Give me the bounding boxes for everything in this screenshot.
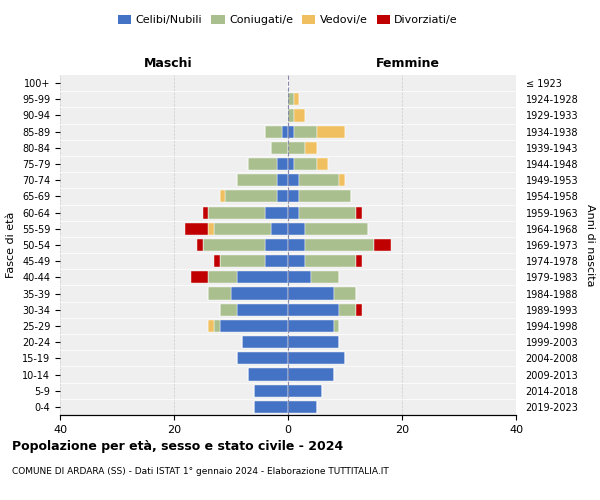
Bar (197, 239, 203, 251)
Bar (288, 142, 305, 154)
Bar (208, 206, 265, 218)
Bar (191, 272, 208, 283)
Bar (288, 174, 299, 186)
Bar (277, 158, 288, 170)
Bar (236, 272, 288, 283)
Bar (254, 384, 288, 397)
Bar (305, 255, 356, 268)
Bar (288, 158, 294, 170)
Bar (208, 272, 236, 283)
Bar (220, 320, 288, 332)
Bar (340, 174, 345, 186)
Bar (236, 352, 288, 364)
Bar (265, 239, 288, 251)
Bar (185, 222, 208, 235)
Bar (294, 158, 317, 170)
Bar (214, 255, 220, 268)
Bar (236, 304, 288, 316)
Bar (208, 222, 214, 235)
Bar (277, 174, 288, 186)
Bar (242, 336, 288, 348)
Bar (288, 239, 305, 251)
Bar (317, 126, 345, 138)
Bar (226, 190, 277, 202)
Y-axis label: Fasce di età: Fasce di età (7, 212, 16, 278)
Text: Femmine: Femmine (376, 57, 440, 70)
Bar (231, 288, 288, 300)
Bar (305, 239, 373, 251)
Bar (220, 190, 226, 202)
Bar (214, 320, 220, 332)
Bar (203, 239, 265, 251)
Bar (288, 368, 334, 380)
Legend: Celibi/Nubili, Coniugati/e, Vedovi/e, Divorziati/e: Celibi/Nubili, Coniugati/e, Vedovi/e, Di… (113, 10, 463, 30)
Bar (214, 222, 271, 235)
Bar (271, 222, 288, 235)
Bar (288, 110, 294, 122)
Bar (265, 255, 288, 268)
Bar (288, 206, 299, 218)
Bar (265, 126, 283, 138)
Bar (299, 190, 350, 202)
Bar (288, 384, 322, 397)
Bar (356, 206, 362, 218)
Bar (288, 352, 345, 364)
Bar (220, 255, 265, 268)
Bar (208, 288, 231, 300)
Bar (299, 174, 340, 186)
Bar (254, 401, 288, 413)
Text: Popolazione per età, sesso e stato civile - 2024: Popolazione per età, sesso e stato civil… (12, 440, 343, 453)
Bar (248, 368, 288, 380)
Bar (334, 288, 356, 300)
Bar (305, 222, 368, 235)
Bar (356, 255, 362, 268)
Bar (305, 142, 317, 154)
Bar (340, 304, 356, 316)
Bar (237, 174, 277, 186)
Bar (294, 93, 299, 106)
Text: COMUNE DI ARDARA (SS) - Dati ISTAT 1° gennaio 2024 - Elaborazione TUTTITALIA.IT: COMUNE DI ARDARA (SS) - Dati ISTAT 1° ge… (12, 468, 389, 476)
Bar (208, 320, 214, 332)
Bar (288, 288, 334, 300)
Bar (220, 304, 236, 316)
Bar (356, 304, 362, 316)
Bar (248, 158, 277, 170)
Bar (294, 110, 305, 122)
Bar (288, 222, 305, 235)
Bar (288, 126, 294, 138)
Bar (277, 190, 288, 202)
Bar (334, 320, 340, 332)
Bar (288, 190, 299, 202)
Bar (283, 126, 288, 138)
Bar (288, 320, 334, 332)
Bar (288, 93, 294, 106)
Y-axis label: Anni di nascita: Anni di nascita (585, 204, 595, 286)
Bar (317, 158, 328, 170)
Bar (294, 126, 317, 138)
Bar (265, 206, 288, 218)
Bar (311, 272, 340, 283)
Bar (203, 206, 208, 218)
Bar (288, 304, 340, 316)
Bar (288, 336, 340, 348)
Bar (288, 272, 311, 283)
Bar (288, 401, 317, 413)
Text: Maschi: Maschi (143, 57, 193, 70)
Bar (299, 206, 356, 218)
Bar (288, 255, 305, 268)
Bar (271, 142, 288, 154)
Bar (373, 239, 391, 251)
